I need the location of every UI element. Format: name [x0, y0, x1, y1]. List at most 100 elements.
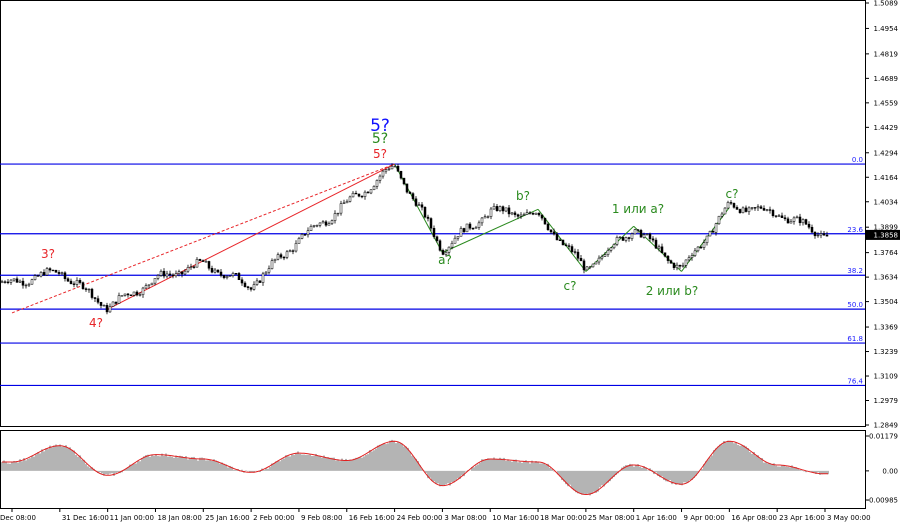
- candle-body: [574, 252, 576, 253]
- candle-body: [400, 171, 402, 178]
- oscillator-bar: [587, 471, 589, 494]
- candle-body: [208, 261, 210, 268]
- oscillator-bar: [401, 444, 403, 471]
- oscillator-bar: [685, 471, 687, 483]
- candle-body: [415, 199, 417, 206]
- oscillator-bar: [167, 457, 169, 471]
- candle-body: [541, 215, 543, 218]
- oscillator-bar: [745, 446, 747, 470]
- candle-body: [121, 295, 123, 296]
- oscillator-bar: [137, 461, 139, 471]
- candle-body: [658, 247, 660, 248]
- candle-body: [349, 197, 351, 202]
- oscillator-bar: [507, 459, 509, 470]
- oscillator-bar: [755, 456, 757, 471]
- wave-label: 3?: [41, 247, 55, 261]
- oscillator-bar: [763, 463, 765, 471]
- oscillator-bar: [497, 459, 499, 471]
- candle-body: [325, 222, 327, 225]
- oscillator-bar: [69, 447, 71, 471]
- oscillator-bar: [787, 467, 789, 471]
- candle-body: [568, 246, 570, 247]
- candle-body: [460, 228, 462, 236]
- candle-body: [319, 223, 321, 225]
- candle-body: [520, 215, 522, 216]
- oscillator-bar: [647, 470, 649, 471]
- candle-body: [583, 261, 585, 270]
- price-tick-label: 1.4034: [874, 198, 899, 206]
- oscillator-bar: [263, 470, 265, 471]
- candle-body: [808, 224, 810, 227]
- oscillator-bar: [519, 462, 521, 471]
- candle-body: [490, 209, 492, 217]
- candle-body: [469, 224, 471, 228]
- candle-body: [238, 273, 240, 279]
- oscillator-bar: [315, 454, 317, 471]
- oscillator-bar: [581, 471, 583, 495]
- oscillator-bar: [335, 461, 337, 471]
- oscillator-bar: [479, 463, 481, 471]
- candle-body: [97, 299, 99, 303]
- candle-body: [466, 224, 468, 232]
- candle-body: [178, 272, 180, 274]
- wave-trendline: [12, 164, 395, 313]
- candle-body: [34, 276, 36, 280]
- oscillator-bar: [575, 471, 577, 492]
- oscillator-bar: [635, 465, 637, 471]
- oscillator-bar: [569, 471, 571, 485]
- candle-body: [223, 275, 225, 277]
- candle-body: [799, 217, 801, 223]
- oscillator-bar: [101, 471, 103, 474]
- candle-body: [820, 234, 822, 236]
- oscillator-bar: [713, 450, 715, 471]
- oscillator-bar: [159, 456, 161, 471]
- oscillator-bar: [589, 471, 591, 495]
- oscillator-bar: [579, 471, 581, 494]
- candle-body: [691, 256, 693, 258]
- candle-body: [427, 217, 429, 218]
- candle-body: [118, 296, 120, 304]
- oscillator-bar: [227, 467, 229, 470]
- oscillator-bar: [281, 459, 283, 471]
- oscillator-histogram: [1, 440, 829, 495]
- candle-body: [388, 169, 390, 170]
- oscillator-bar: [305, 455, 307, 471]
- oscillator-bar: [527, 462, 529, 471]
- oscillator-bar: [543, 463, 545, 471]
- candle-body: [397, 166, 399, 171]
- time-tick-label: 16 Feb 16:00: [349, 514, 395, 522]
- candle-body: [811, 227, 813, 232]
- oscillator-bar: [155, 454, 157, 471]
- candle-body: [313, 225, 315, 226]
- candle-body: [88, 289, 90, 290]
- candle-body: [175, 274, 177, 276]
- oscillator-bar: [361, 458, 363, 471]
- candle-body: [82, 283, 84, 289]
- candle-body: [385, 170, 387, 172]
- oscillator-bar: [743, 445, 745, 471]
- oscillator-bar: [411, 456, 413, 471]
- oscillator-bar: [165, 454, 167, 471]
- price-tick-label: 1.3369: [874, 324, 899, 332]
- candle-body: [661, 247, 663, 253]
- candle-body: [628, 238, 630, 239]
- candle-body: [553, 232, 555, 234]
- oscillator-bar: [111, 471, 113, 473]
- oscillator-bar: [641, 468, 643, 471]
- candle-body: [4, 282, 6, 283]
- oscillator-bar: [675, 471, 677, 485]
- candle-body: [187, 267, 189, 271]
- oscillator-bar: [501, 459, 503, 471]
- candle-body: [637, 230, 639, 231]
- time-tick-label: 18 Jan 08:00: [157, 514, 201, 522]
- oscillator-bar: [717, 447, 719, 471]
- oscillator-bar: [1, 462, 3, 471]
- candle-body: [157, 275, 159, 278]
- candle-body: [433, 228, 435, 236]
- oscillator-bar: [733, 443, 735, 471]
- candle-body: [13, 279, 15, 280]
- candle-body: [73, 284, 75, 285]
- candle-body: [607, 250, 609, 254]
- candle-body: [802, 220, 804, 223]
- price-tick-label: 1.2849: [874, 422, 899, 430]
